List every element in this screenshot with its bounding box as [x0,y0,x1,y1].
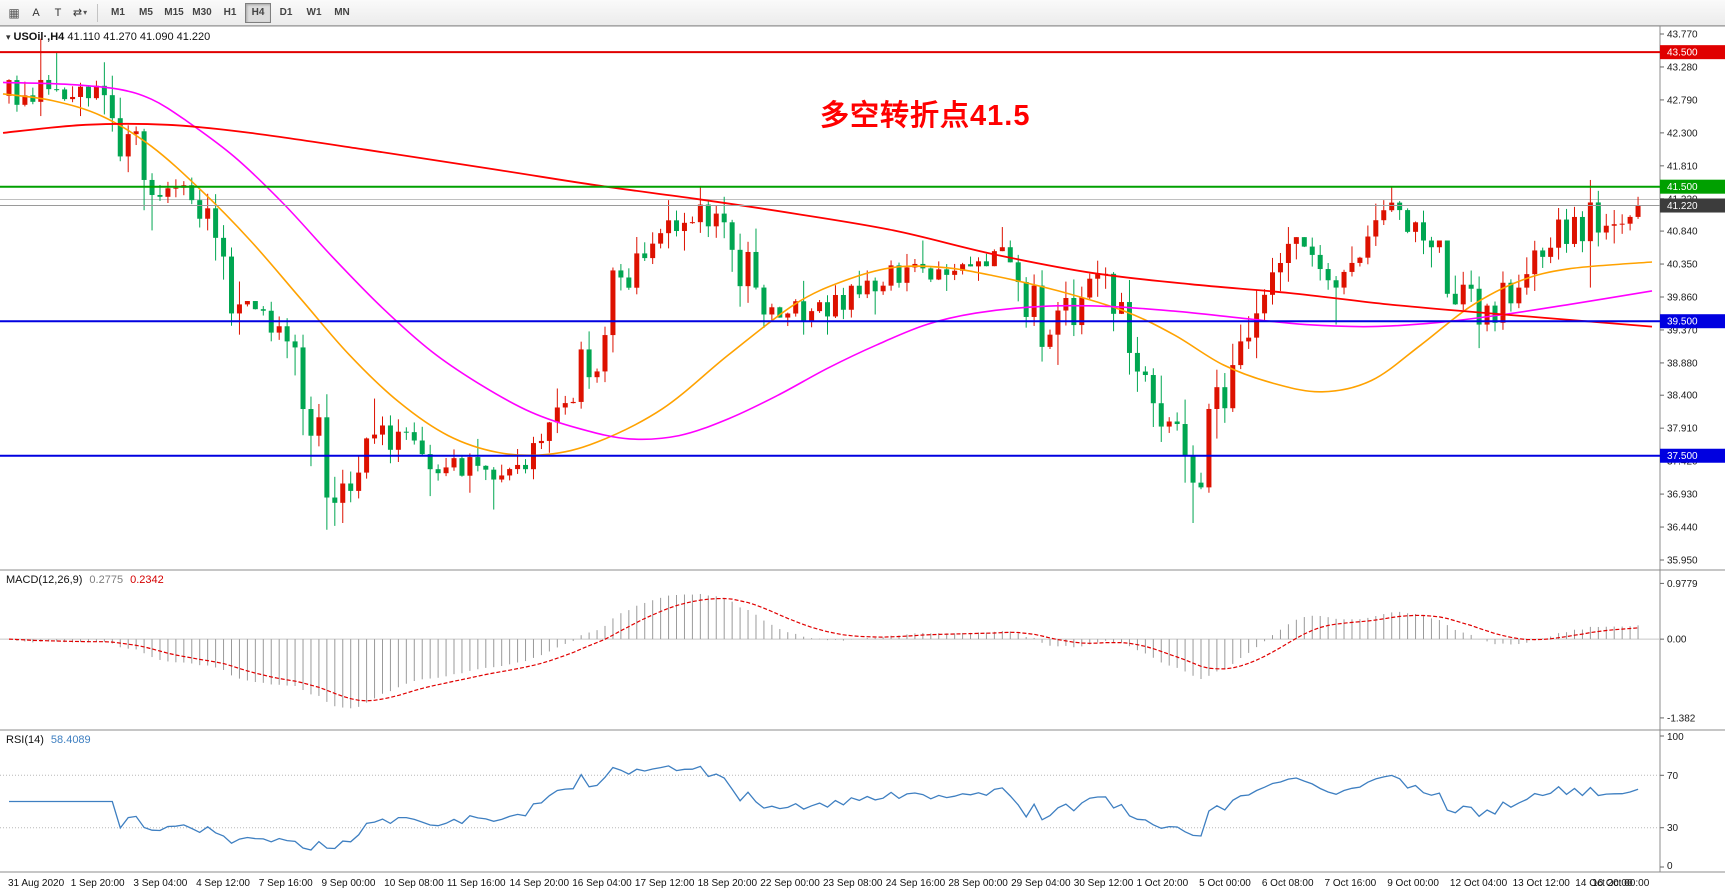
text-tool-button[interactable]: T [47,3,69,23]
svg-text:16 Sep 04:00: 16 Sep 04:00 [572,878,632,889]
svg-text:39.860: 39.860 [1667,293,1698,304]
svg-text:0.00: 0.00 [1667,635,1687,646]
timeframe-button-m1[interactable]: M1 [105,3,131,23]
svg-text:7 Sep 16:00: 7 Sep 16:00 [259,878,313,889]
svg-text:43.770: 43.770 [1667,30,1698,41]
svg-text:10 Sep 08:00: 10 Sep 08:00 [384,878,444,889]
svg-text:39.500: 39.500 [1667,317,1698,328]
toolbar-separator [97,3,98,22]
svg-text:11 Sep 16:00: 11 Sep 16:00 [447,878,506,889]
svg-text:-1.382: -1.382 [1667,713,1696,724]
svg-text:36.440: 36.440 [1667,523,1698,534]
svg-text:38.400: 38.400 [1667,391,1698,402]
price-axis[interactable] [1660,26,1725,872]
panel-frame [0,25,1725,873]
cursor-icon: ⇄ [72,7,83,19]
timeframe-button-d1[interactable]: D1 [273,3,299,23]
svg-text:14 Oct 20:00: 14 Oct 20:00 [1575,878,1633,889]
svg-text:0.9779: 0.9779 [1667,579,1698,590]
svg-text:24 Sep 16:00: 24 Sep 16:00 [886,878,946,889]
svg-text:13 Oct 12:00: 13 Oct 12:00 [1513,878,1571,889]
annotation-text: 多空转折点41.5 [820,100,1031,132]
svg-text:38.880: 38.880 [1667,358,1698,369]
timeframe-button-m30[interactable]: M30 [189,3,215,23]
timeframe-button-m5[interactable]: M5 [133,3,159,23]
cursor-tool-button[interactable]: ⇄ ▾ [69,3,91,23]
macd-label: MACD(12,26,9) 0.2775 0.2342 [6,574,164,586]
svg-text:4 Sep 12:00: 4 Sep 12:00 [196,878,250,889]
rsi-label: RSI(14) 58.4089 [6,734,91,746]
macd-main-value: 0.2775 [89,574,124,586]
ohlc-text: 41.110 41.270 41.090 41.220 [67,31,211,43]
dropdown-caret-icon: ▾ [83,8,88,17]
svg-text:28 Sep 00:00: 28 Sep 00:00 [948,878,1008,889]
svg-text:37.910: 37.910 [1667,424,1698,435]
panel-divider-macd[interactable] [0,568,1725,573]
svg-text:1 Oct 20:00: 1 Oct 20:00 [1136,878,1188,889]
rsi-name: RSI(14) [6,734,44,746]
time-axis-labels: 31 Aug 2020 1 Sep 20:00 3 Sep 04:00 4 Sep 1… [8,878,1650,889]
arrow-tool-button[interactable]: A [25,3,47,23]
timeframe-button-h4[interactable]: H4 [245,2,271,23]
svg-text:29 Sep 04:00: 29 Sep 04:00 [1011,878,1071,889]
svg-text:35.950: 35.950 [1667,556,1698,567]
svg-text:43.500: 43.500 [1667,48,1698,59]
svg-text:30 Sep 12:00: 30 Sep 12:00 [1074,878,1134,889]
timeframe-button-w1[interactable]: W1 [301,3,327,23]
panel-divider-rsi[interactable] [0,728,1725,733]
svg-text:18 Sep 20:00: 18 Sep 20:00 [698,878,758,889]
svg-text:9 Oct 00:00: 9 Oct 00:00 [1387,878,1439,889]
svg-text:6 Oct 08:00: 6 Oct 08:00 [1262,878,1314,889]
dropdown-triangle-icon[interactable]: ▾ [6,32,11,42]
svg-text:39.370: 39.370 [1667,325,1698,336]
timeframe-button-m15[interactable]: M15 [161,3,187,23]
svg-text:42.790: 42.790 [1667,95,1698,106]
svg-text:22 Sep 00:00: 22 Sep 00:00 [760,878,820,889]
svg-text:17 Sep 12:00: 17 Sep 12:00 [635,878,695,889]
svg-text:70: 70 [1667,771,1679,782]
svg-text:42.300: 42.300 [1667,128,1698,139]
svg-text:1 Sep 20:00: 1 Sep 20:00 [71,878,125,889]
chart-symbol-label: ▾ USOil·,H4 41.110 41.270 41.090 41.220 [6,31,210,43]
svg-text:31 Aug 2020: 31 Aug 2020 [8,878,65,889]
svg-text:14 Sep 20:00: 14 Sep 20:00 [510,878,570,889]
level-lines [0,51,1660,457]
toolbar: ▦ A T ⇄ ▾ M1 M5 M15 M30 H1 H4 D1 W1 MN [0,0,1725,26]
svg-text:100: 100 [1667,732,1684,743]
timeframe-button-mn[interactable]: MN [329,3,355,23]
svg-text:0: 0 [1667,861,1673,872]
svg-text:23 Sep 08:00: 23 Sep 08:00 [823,878,883,889]
macd-signal-value: 0.2342 [130,574,164,586]
svg-text:40.840: 40.840 [1667,227,1698,238]
svg-text:43.280: 43.280 [1667,62,1698,73]
timeframe-button-h1[interactable]: H1 [217,3,243,23]
svg-text:12 Oct 04:00: 12 Oct 04:00 [1450,878,1508,889]
svg-text:16 Oct 00:00: 16 Oct 00:00 [1592,878,1650,889]
svg-text:3 Sep 04:00: 3 Sep 04:00 [133,878,187,889]
svg-text:36.930: 36.930 [1667,490,1698,501]
svg-text:40.350: 40.350 [1667,260,1698,271]
chart-grid-icon[interactable]: ▦ [8,5,20,20]
svg-text:41.810: 41.810 [1667,161,1698,172]
symbol-text: USOil·,H4 [13,31,65,43]
rsi-value: 58.4089 [50,734,91,746]
price-axis-labels: 43.77043.28042.79042.30041.81041.32040.8… [1660,30,1725,567]
svg-text:37.500: 37.500 [1667,451,1698,462]
svg-text:9 Sep 00:00: 9 Sep 00:00 [321,878,375,889]
svg-text:7 Oct 16:00: 7 Oct 16:00 [1325,878,1377,889]
rsi-panel: 100 70 30 0 [0,732,1684,872]
svg-text:41.500: 41.500 [1667,182,1698,193]
ma-mid-line [2,81,1653,441]
ma-fast-line [2,93,1653,457]
svg-text:30: 30 [1667,823,1679,834]
ma-slow-line [2,122,1653,328]
svg-text:5 Oct 00:00: 5 Oct 00:00 [1199,878,1251,889]
macd-name: MACD(12,26,9) [6,574,83,586]
svg-text:41.220: 41.220 [1667,201,1698,212]
timeframe-group: M1 M5 M15 M30 H1 H4 D1 W1 MN [104,2,356,23]
macd-panel: 0.9779 0.00 -1.382 [0,579,1698,724]
time-axis[interactable] [0,872,1660,893]
